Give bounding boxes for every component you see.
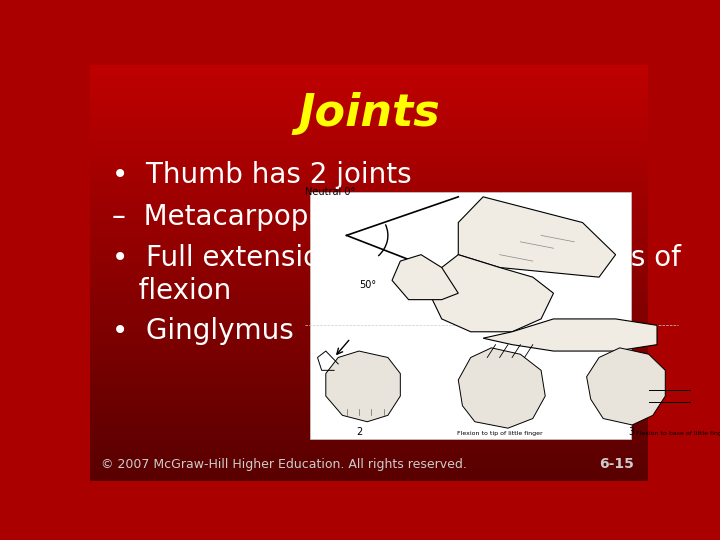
Polygon shape [587,348,665,425]
Text: Joints: Joints [298,92,440,135]
Polygon shape [392,255,459,300]
Text: 3: 3 [628,427,634,437]
Text: –  Metacarpophalangeal (MCP) joint: – Metacarpophalangeal (MCP) joint [112,202,606,231]
Polygon shape [325,351,400,422]
Text: 50°: 50° [359,280,376,291]
Polygon shape [483,319,657,351]
Text: Neutral 0°: Neutral 0° [305,187,356,197]
Text: Flexion to tip of little finger: Flexion to tip of little finger [457,430,542,436]
Text: flexion: flexion [112,278,232,306]
Text: •  Full extension into 40 to 90 degrees of: • Full extension into 40 to 90 degrees o… [112,244,681,272]
Polygon shape [459,348,545,428]
Polygon shape [459,197,616,277]
FancyBboxPatch shape [310,192,631,439]
Text: •  Thumb has 2 joints: • Thumb has 2 joints [112,161,412,189]
Text: © 2007 McGraw-Hill Higher Education. All rights reserved.: © 2007 McGraw-Hill Higher Education. All… [101,458,467,471]
Text: 2: 2 [356,427,362,437]
Text: 6-15: 6-15 [599,457,634,471]
Text: •  Ginglymus: • Ginglymus [112,317,294,345]
Text: Flexion to base of little finger: Flexion to base of little finger [636,430,720,436]
Polygon shape [429,255,554,332]
